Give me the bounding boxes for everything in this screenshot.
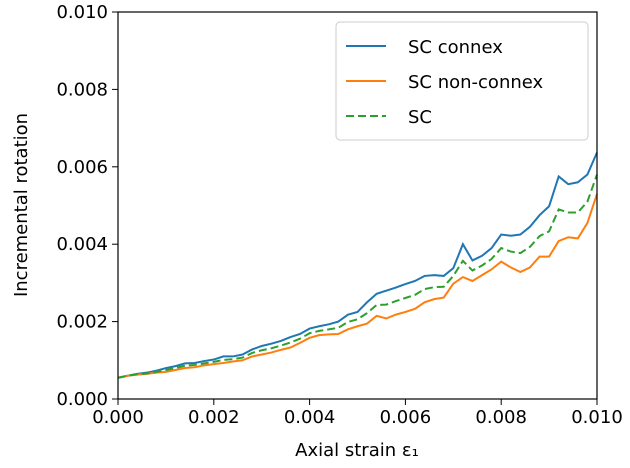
plot-frame bbox=[117, 11, 598, 400]
x-tick-label: 0.002 bbox=[188, 407, 240, 428]
series-line bbox=[117, 174, 598, 379]
x-tick-label: 0.004 bbox=[284, 407, 336, 428]
y-tick-label: 0.008 bbox=[56, 79, 108, 100]
x-axis-label: Axial strain ε₁ bbox=[295, 440, 419, 461]
series-line bbox=[117, 152, 598, 379]
y-axis-label: Incremental rotation bbox=[11, 113, 32, 297]
x-tick-label: 0.010 bbox=[571, 407, 623, 428]
x-tick-label: 0.006 bbox=[380, 407, 432, 428]
y-tick-label: 0.004 bbox=[56, 234, 108, 255]
legend-box bbox=[335, 21, 589, 141]
y-tick-label: 0.010 bbox=[56, 2, 108, 23]
legend-label: SC bbox=[408, 107, 432, 128]
x-tick-label: 0.008 bbox=[475, 407, 527, 428]
y-tick-label: 0.000 bbox=[56, 389, 108, 410]
y-tick-label: 0.006 bbox=[56, 157, 108, 178]
series-line bbox=[117, 193, 598, 379]
legend-label: SC non-connex bbox=[408, 72, 544, 93]
y-tick-label: 0.002 bbox=[56, 312, 108, 333]
legend-label: SC connex bbox=[408, 37, 503, 58]
x-tick-label: 0.000 bbox=[92, 407, 144, 428]
